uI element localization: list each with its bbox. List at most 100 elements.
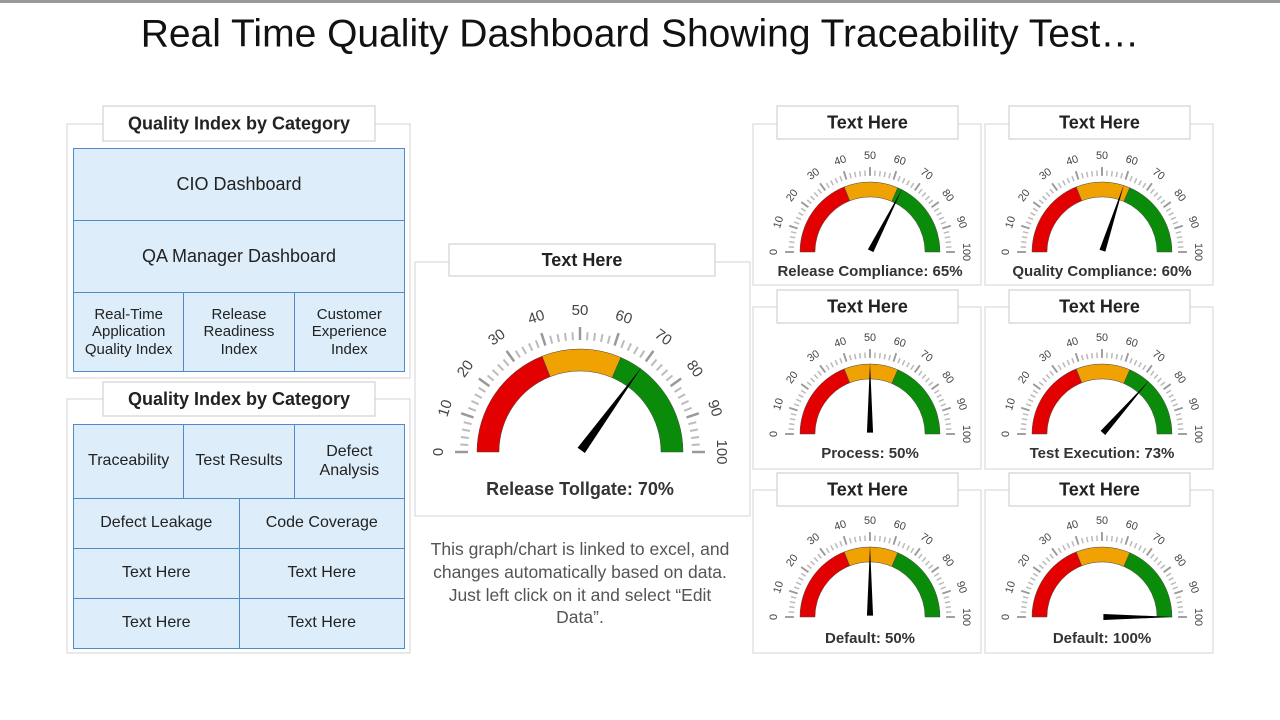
minor-tick [790, 595, 797, 599]
table-cell: Test Results [183, 424, 295, 499]
minor-tick [1045, 374, 1051, 380]
minor-tick [593, 332, 597, 342]
major-tick [1020, 406, 1030, 412]
minor-tick [1049, 553, 1055, 559]
gauge-band [611, 357, 684, 453]
minor-tick [1066, 177, 1071, 184]
minor-tick [1049, 188, 1055, 194]
panel-header: Quality Index by Category [128, 113, 350, 133]
minor-tick [917, 553, 923, 559]
minor-tick [825, 182, 830, 189]
tick-label: 90 [704, 398, 725, 419]
minor-tick [1057, 547, 1062, 554]
minor-tick [888, 354, 892, 361]
tick-label: 90 [954, 580, 969, 595]
minor-tick [806, 381, 812, 387]
tick-label: 20 [454, 357, 478, 380]
tick-label: 80 [939, 369, 956, 386]
minor-tick [1138, 180, 1142, 186]
minor-tick [1168, 577, 1174, 581]
tick-label: 10 [435, 398, 456, 419]
minor-tick [883, 171, 887, 178]
minor-tick [674, 386, 682, 393]
minor-tick [571, 332, 574, 341]
minor-tick [655, 363, 663, 372]
major-tick [800, 566, 809, 574]
major-tick [1020, 589, 1030, 595]
minor-tick [790, 230, 797, 234]
major-tick [505, 350, 516, 363]
minor-tick [853, 536, 857, 543]
minor-tick [800, 207, 807, 212]
minor-tick [1153, 557, 1159, 563]
table-cell: Text Here [73, 598, 240, 649]
gauge-band [891, 187, 941, 253]
minor-tick [502, 358, 510, 367]
minor-tick [1120, 172, 1124, 179]
minor-tick [1045, 557, 1051, 563]
gauge-header-box [776, 289, 959, 324]
minor-tick [1120, 354, 1124, 361]
minor-tick [910, 547, 915, 554]
minor-tick [497, 363, 505, 372]
minor-tick [1062, 545, 1066, 551]
major-tick [1174, 406, 1184, 412]
minor-tick [924, 560, 930, 566]
major-tick [892, 352, 898, 362]
gauge-label: Process: 50% [821, 445, 919, 462]
minor-tick [795, 398, 802, 403]
tick-label: 80 [939, 187, 956, 204]
minor-tick [1020, 241, 1027, 244]
table-cell: Customer Experience Index [293, 292, 405, 372]
minor-tick [853, 353, 857, 360]
minor-tick [1142, 182, 1147, 189]
gauge-header-box [448, 243, 716, 277]
minor-tick [1062, 362, 1066, 368]
tick-label: 0 [768, 431, 780, 437]
minor-tick [688, 421, 697, 426]
minor-tick [1042, 195, 1048, 201]
tick-label: 90 [1186, 215, 1201, 230]
minor-tick [789, 600, 796, 604]
major-tick [1051, 547, 1059, 556]
tick-label: 50 [864, 150, 876, 162]
gauge-frame [752, 306, 982, 470]
minor-tick [1027, 216, 1034, 221]
minor-tick [1138, 545, 1142, 551]
major-tick [1032, 201, 1041, 209]
minor-tick [790, 412, 797, 416]
minor-tick [901, 542, 906, 549]
minor-tick [478, 386, 486, 393]
minor-tick [1030, 212, 1036, 216]
minor-tick [1156, 377, 1162, 383]
minor-tick [1038, 199, 1044, 205]
minor-tick [806, 564, 812, 570]
major-tick [819, 364, 827, 373]
tick-label: 30 [1037, 531, 1054, 548]
minor-tick [944, 600, 951, 604]
minor-tick [813, 557, 819, 563]
minor-tick [650, 358, 658, 367]
major-tick [819, 182, 827, 191]
minor-tick [1149, 370, 1155, 376]
minor-tick [810, 377, 816, 383]
table-cell: Real-Time Application Quality Index [73, 292, 185, 372]
minor-tick [460, 443, 469, 446]
major-tick [613, 332, 620, 346]
minor-tick [1022, 595, 1029, 599]
major-tick [800, 201, 809, 209]
minor-tick [793, 221, 800, 225]
minor-tick [1027, 581, 1034, 586]
major-tick [800, 383, 809, 391]
tick-label: 100 [1192, 243, 1204, 261]
major-tick [1163, 383, 1172, 391]
tick-label: 30 [805, 166, 822, 183]
minor-tick [943, 595, 950, 599]
major-tick [1163, 201, 1172, 209]
major-tick [788, 224, 798, 230]
minor-tick [793, 403, 800, 407]
minor-tick [936, 577, 942, 581]
minor-tick [626, 342, 632, 352]
tick-label: 60 [1124, 518, 1139, 533]
minor-tick [1066, 542, 1071, 549]
